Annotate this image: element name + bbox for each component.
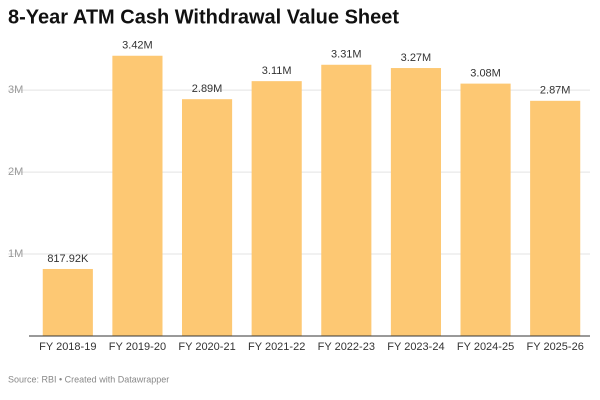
x-tick-label: FY 2019-20 [109, 341, 166, 353]
value-label: 3.08M [470, 68, 501, 80]
y-tick-label: 3M [8, 84, 23, 96]
bar [181, 99, 233, 336]
x-tick-label: FY 2021-22 [248, 341, 305, 353]
value-label: 3.27M [401, 52, 432, 64]
y-tick-label: 1M [8, 248, 23, 260]
bar [251, 81, 302, 337]
chart-title: 8-Year ATM Cash Withdrawal Value Sheet [8, 6, 399, 28]
x-tick-label: FY 2022-23 [318, 341, 375, 353]
x-tick-label: FY 2024-25 [457, 341, 514, 353]
value-label: 817.92K [47, 253, 89, 265]
bar [530, 100, 581, 336]
bar [112, 55, 163, 336]
value-label: 3.42M [122, 40, 153, 52]
bar [42, 268, 93, 336]
x-tick-label: FY 2025-26 [527, 341, 584, 353]
x-tick-label: FY 2020-21 [178, 341, 235, 353]
bar [390, 68, 442, 337]
y-tick-label: 2M [8, 166, 23, 178]
value-label: 3.11M [262, 65, 292, 77]
bar [321, 64, 372, 336]
value-label: 2.89M [192, 83, 223, 95]
value-label: 2.87M [540, 85, 571, 97]
bar [460, 83, 511, 336]
source-note: Source: RBI • Created with Datawrapper [8, 374, 169, 384]
x-tick-label: FY 2018-19 [39, 341, 96, 353]
x-tick-label: FY 2023-24 [387, 341, 444, 353]
value-label: 3.31M [331, 49, 362, 61]
